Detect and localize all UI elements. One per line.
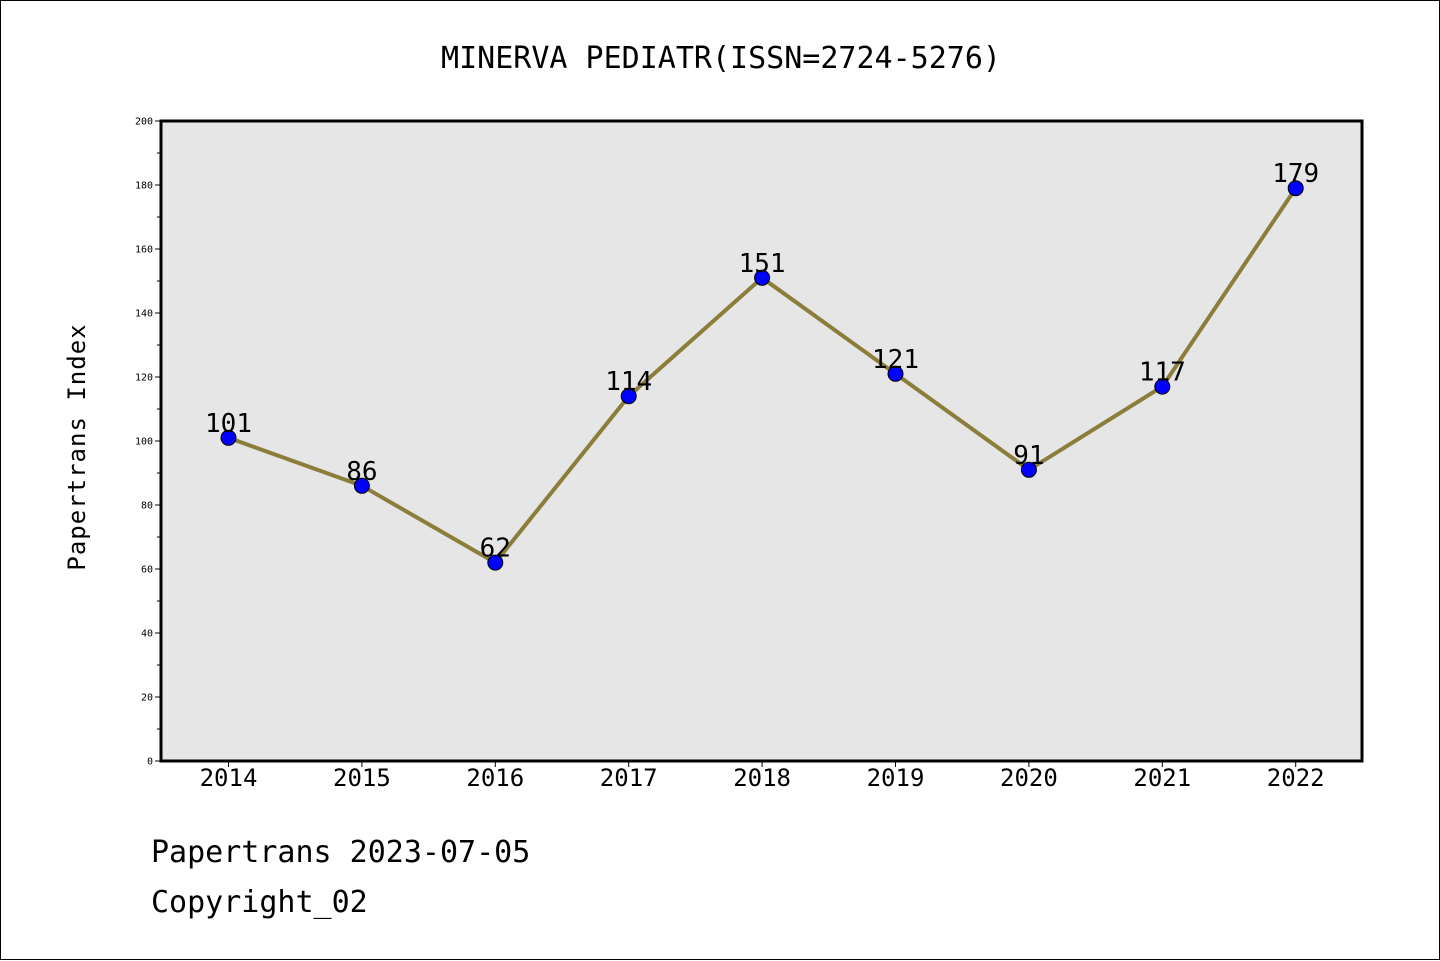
footer-date: Papertrans 2023-07-05 — [151, 835, 531, 870]
y-tick-label: 60 — [141, 565, 153, 576]
data-label: 121 — [872, 345, 919, 375]
y-axis-label: Papertrans Index — [63, 323, 91, 570]
data-point — [220, 429, 237, 446]
y-tick-label: 140 — [135, 309, 153, 320]
data-label: 151 — [739, 249, 786, 279]
y-tick-label: 20 — [141, 693, 153, 704]
x-tick-label: 2016 — [466, 764, 524, 792]
y-tick-label: 0 — [147, 757, 153, 768]
x-tick-label: 2018 — [733, 764, 791, 792]
x-tick-label: 2017 — [600, 764, 658, 792]
data-label: 86 — [346, 457, 377, 487]
y-tick-label: 180 — [135, 181, 153, 192]
data-label: 101 — [205, 409, 252, 439]
data-point — [1020, 461, 1037, 478]
x-tick-label: 2020 — [1000, 764, 1058, 792]
x-tick-label: 2021 — [1133, 764, 1191, 792]
data-point — [1154, 378, 1171, 395]
y-tick-label: 100 — [135, 437, 153, 448]
data-label: 62 — [480, 534, 511, 564]
plot-area — [161, 121, 1362, 761]
y-tick-label: 120 — [135, 373, 153, 384]
data-label: 179 — [1272, 159, 1319, 189]
data-label: 114 — [605, 367, 652, 397]
y-tick-label: 80 — [141, 501, 153, 512]
footer-copyright: Copyright_02 — [151, 885, 368, 920]
data-point — [754, 269, 771, 286]
data-point — [353, 477, 370, 494]
y-tick-label: 160 — [135, 245, 153, 256]
x-tick-label: 2014 — [200, 764, 258, 792]
data-point — [620, 388, 637, 405]
x-tick-label: 2022 — [1267, 764, 1325, 792]
y-tick-label: 200 — [135, 117, 153, 128]
data-point — [887, 365, 904, 382]
data-point — [1287, 180, 1304, 197]
chart-title: MINERVA PEDIATR(ISSN=2724-5276) — [441, 41, 1001, 76]
plot-border — [159, 119, 1364, 763]
y-tick-label: 40 — [141, 629, 153, 640]
data-label: 91 — [1013, 441, 1044, 471]
x-tick-label: 2019 — [867, 764, 925, 792]
x-tick-label: 2015 — [333, 764, 391, 792]
data-point — [487, 554, 504, 571]
data-label: 117 — [1139, 358, 1186, 388]
